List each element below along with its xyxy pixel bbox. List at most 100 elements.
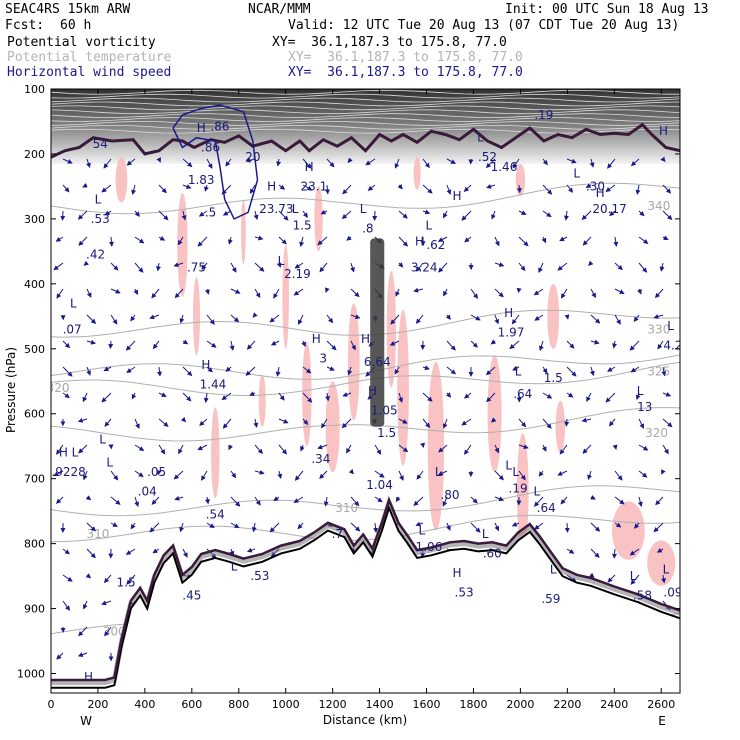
wind-vector-30	[77, 417, 88, 423]
extrema-label-32: .8	[362, 222, 373, 236]
wind-vector-114	[179, 522, 185, 533]
wind-vector-246	[350, 314, 361, 320]
wind-vector-40	[103, 158, 112, 169]
wind-vector-28	[86, 366, 91, 376]
theta-label-1: 330	[647, 322, 670, 336]
wind-vector-363	[494, 236, 500, 247]
wind-vector-505	[654, 288, 664, 299]
wind-vector-7	[62, 340, 71, 349]
forecast-hour: 60 h	[60, 18, 92, 33]
wind-vector-201	[302, 184, 313, 191]
x-tick-label-4: 800	[228, 698, 249, 711]
extrema-label-34: .62	[426, 238, 445, 252]
extrema-label-10: L	[106, 455, 113, 469]
plot-frame	[50, 88, 681, 694]
wind-vector-501	[662, 184, 672, 194]
wind-vector-420	[566, 158, 577, 164]
wind-vector-306	[415, 314, 424, 324]
extrema-label-55: .19	[509, 481, 528, 495]
wind-vector-490	[638, 418, 645, 429]
wind-vector-19	[56, 652, 64, 660]
wind-vector-406	[534, 314, 544, 321]
extrema-label-56: L	[533, 485, 540, 499]
wind-vector-72	[134, 470, 144, 478]
wind-vector-37	[82, 600, 88, 610]
wind-vector-126	[206, 314, 215, 325]
y-tick-label-0: 100	[24, 83, 45, 96]
wind-vector-93	[151, 496, 160, 505]
wind-vector-474	[614, 522, 622, 528]
wind-vector-289	[398, 392, 403, 403]
wind-vector-452	[587, 470, 592, 481]
wind-vector-128	[206, 366, 213, 373]
wind-vector-81	[158, 184, 167, 194]
wind-vector-105	[174, 288, 184, 299]
wind-vector-207	[301, 340, 306, 347]
wind-vector-33	[85, 495, 92, 501]
extrema-label-66: L	[630, 569, 637, 583]
wind-vector-131	[197, 444, 208, 451]
wind-vector-386	[511, 314, 520, 325]
wind-vector-148	[225, 366, 232, 372]
wind-vector-409	[542, 392, 553, 399]
wind-vector-22	[77, 210, 88, 220]
theta-line-4	[51, 407, 680, 442]
wind-vector-23	[78, 236, 88, 246]
wind-vector-506	[653, 314, 664, 319]
extrema-label-67: .58	[633, 589, 652, 603]
wind-vector-504	[659, 262, 665, 272]
wind-vector-334	[446, 522, 451, 531]
wind-vector-300	[422, 158, 430, 169]
extrema-label-52: L	[435, 465, 442, 479]
wind-vector-440	[589, 158, 595, 168]
wind-vector-516	[661, 574, 667, 584]
extrema-label-31: L	[360, 202, 367, 216]
wind-vector-147	[229, 340, 235, 351]
wind-vector-240	[347, 157, 353, 164]
wind-vector-162	[253, 210, 259, 221]
theta-label-3: 320	[47, 381, 70, 395]
theta-label-6: 310	[86, 527, 109, 541]
extrema-label-37: H	[312, 332, 321, 346]
wind-vector-95	[152, 548, 160, 554]
wind-vector-367	[490, 339, 497, 345]
wind-vector-221	[324, 184, 330, 195]
wind-vector-330	[442, 418, 448, 429]
x-tick-label-12: 2400	[600, 698, 628, 711]
wind-vector-333	[442, 496, 448, 507]
wind-vector-372	[494, 470, 504, 481]
wind-vector-463	[613, 236, 619, 247]
extrema-label-11: .04	[138, 485, 157, 499]
wind-vector-15	[62, 548, 70, 555]
wind-vector-290	[398, 418, 408, 424]
wind-vector-466	[614, 314, 621, 325]
extrema-label-35: H	[415, 235, 424, 249]
wind-vector-304	[416, 262, 424, 272]
wind-vector-88	[157, 366, 163, 377]
extrema-label-57: .64	[537, 501, 556, 515]
wind-vector-445	[590, 288, 596, 299]
y-tick-label-1: 200	[24, 148, 45, 161]
wind-vector-171	[254, 444, 263, 455]
extrema-label-77: 20.17	[592, 202, 626, 216]
wind-vector-172	[254, 469, 265, 475]
extrema-label-59: 1.06	[416, 540, 443, 554]
y-tick-label-5: 600	[24, 408, 45, 421]
wind-vector-91	[158, 444, 166, 455]
wind-vector-48	[103, 366, 112, 372]
wind-vector-109	[182, 392, 192, 402]
extrema-label-33: L	[426, 218, 433, 232]
pv-tower-core	[370, 238, 385, 427]
wind-vector-211	[299, 444, 305, 452]
wind-vector-503	[662, 235, 669, 241]
wind-vector-57	[101, 600, 112, 606]
wind-vector-441	[585, 183, 592, 188]
pv-shade-4	[314, 186, 323, 252]
wind-vector-293	[395, 496, 401, 503]
wind-vector-58	[104, 626, 112, 637]
wind-vector-165	[254, 288, 261, 298]
wind-vector-314	[415, 521, 424, 527]
wind-vector-20	[86, 158, 91, 169]
wind-vector-164	[254, 262, 265, 272]
